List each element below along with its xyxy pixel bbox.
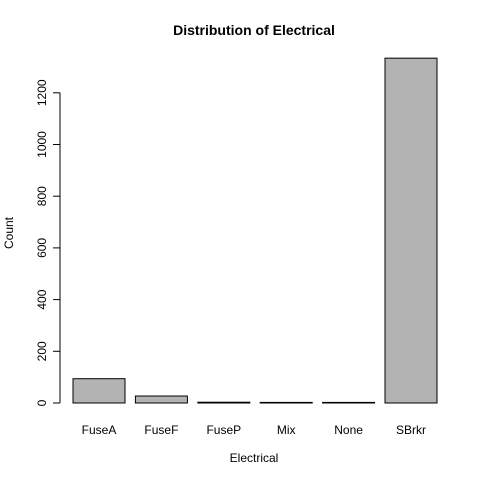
- y-tick-label: 200: [35, 341, 49, 361]
- x-tick-label: FuseF: [144, 423, 178, 437]
- y-tick-label: 600: [35, 238, 49, 258]
- y-axis-label: Count: [2, 216, 16, 249]
- x-tick-labels: FuseA FuseF FuseP Mix None SBrkr: [82, 423, 426, 437]
- x-tick-label: Mix: [277, 423, 296, 437]
- bar-sbrkr: [384, 57, 438, 404]
- bar-fusea: [72, 378, 126, 404]
- y-tick-label: 400: [35, 289, 49, 309]
- x-tick-label: FuseA: [82, 423, 117, 437]
- chart-title: Distribution of Electrical: [173, 22, 335, 38]
- x-tick-label: SBrkr: [396, 423, 426, 437]
- x-axis-label: Electrical: [230, 451, 279, 465]
- bars-group: [72, 57, 438, 404]
- y-axis: 0 200 400 600 800 1000 1200: [35, 79, 61, 406]
- bar-fusep: [197, 401, 251, 404]
- x-tick-label: FuseP: [206, 423, 241, 437]
- y-tick-label: 0: [35, 399, 49, 406]
- bar-mix: [259, 401, 313, 404]
- bar-none: [322, 401, 376, 404]
- y-tick-label: 1000: [35, 131, 49, 158]
- x-tick-label: None: [334, 423, 363, 437]
- bar-fusef: [134, 395, 188, 404]
- y-tick-label: 800: [35, 186, 49, 206]
- y-tick-label: 1200: [35, 79, 49, 106]
